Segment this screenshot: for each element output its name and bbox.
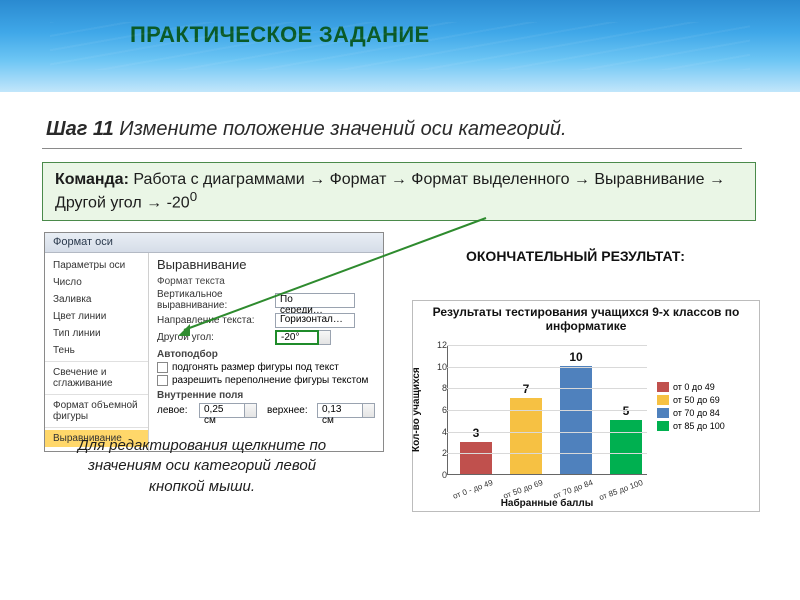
result-chart: Результаты тестирования учащихся 9-х кла… — [412, 300, 760, 512]
margins-heading: Внутренние поля — [157, 390, 375, 401]
legend-item: от 50 до 69 — [657, 395, 753, 405]
legend-swatch — [657, 382, 669, 392]
format-axis-dialog: Формат оси Параметры оси Число Заливка Ц… — [44, 232, 384, 452]
angle-label: Другой угол: — [157, 332, 275, 343]
chart-title: Результаты тестирования учащихся 9-х кла… — [419, 305, 753, 333]
angle-input[interactable]: -20° — [275, 330, 319, 345]
y-tick: 8 — [435, 383, 447, 393]
legend-item: от 0 до 49 — [657, 382, 753, 392]
legend-swatch — [657, 408, 669, 418]
sidebar-item-3d-format[interactable]: Формат объемной фигуры — [45, 397, 148, 425]
margin-top-label: верхнее: — [267, 405, 317, 416]
checkbox-fit-shape[interactable]: подгонять размер фигуры под текст — [157, 362, 375, 373]
bar — [560, 366, 592, 474]
legend-item: от 70 до 84 — [657, 408, 753, 418]
legend-label: от 50 до 69 — [673, 395, 720, 405]
margin-top-spinner[interactable] — [363, 403, 375, 418]
result-heading: ОКОНЧАТЕЛЬНЫЙ РЕЗУЛЬТАТ: — [466, 248, 685, 264]
sidebar-item-line-type[interactable]: Тип линии — [45, 325, 148, 342]
sidebar-item-line-color[interactable]: Цвет линии — [45, 308, 148, 325]
sidebar-item-glow[interactable]: Свечение и сглаживание — [45, 364, 148, 392]
legend-swatch — [657, 421, 669, 431]
legend-label: от 0 до 49 — [673, 382, 715, 392]
margin-left-input[interactable]: 0,25 см — [199, 403, 245, 418]
sidebar-item-fill[interactable]: Заливка — [45, 291, 148, 308]
divider — [42, 148, 742, 149]
hint-text: Для редактирования щелкните по значениям… — [72, 436, 332, 497]
angle-spinner[interactable] — [319, 330, 331, 345]
y-tick: 0 — [435, 470, 447, 480]
sidebar-item-shadow[interactable]: Тень — [45, 342, 148, 359]
dialog-main-panel: Выравнивание Формат текста Вертикальное … — [149, 253, 383, 451]
subsection-heading: Формат текста — [157, 276, 375, 287]
dialog-title: Формат оси — [45, 233, 383, 253]
command-label: Команда: — [55, 171, 129, 188]
direction-select[interactable]: Горизонтал… — [275, 313, 355, 328]
checkbox-overflow[interactable]: разрешить переполнение фигуры текстом — [157, 375, 375, 386]
legend-item: от 85 до 100 — [657, 421, 753, 431]
autofit-heading: Автоподбор — [157, 349, 375, 360]
bar — [610, 420, 642, 474]
y-axis-title: Кол-во учащихся — [411, 345, 427, 475]
valign-select[interactable]: По середи… — [275, 293, 355, 308]
chart-legend: от 0 до 49 от 50 до 69 от 70 до 84 от 85 до… — [657, 379, 753, 434]
sidebar-item-number[interactable]: Число — [45, 274, 148, 291]
direction-label: Направление текста: — [157, 315, 275, 326]
y-tick: 10 — [435, 362, 447, 372]
bar — [460, 442, 492, 475]
margin-left-spinner[interactable] — [245, 403, 257, 418]
legend-label: от 70 до 84 — [673, 408, 720, 418]
header-banner: ПРАКТИЧЕСКОЕ ЗАДАНИЕ — [0, 0, 800, 92]
command-degree-superscript: 0 — [190, 189, 197, 204]
y-tick: 4 — [435, 427, 447, 437]
checkbox-fit-shape-label: подгонять размер фигуры под текст — [172, 362, 339, 373]
command-box: Команда: Работа с диаграммами → Формат →… — [42, 162, 756, 221]
margin-top-input[interactable]: 0,13 см — [317, 403, 363, 418]
dialog-sidebar: Параметры оси Число Заливка Цвет линии Т… — [45, 253, 149, 451]
legend-swatch — [657, 395, 669, 405]
step-text: Измените положение значений оси категори… — [114, 118, 567, 140]
checkbox-overflow-label: разрешить переполнение фигуры текстом — [172, 375, 368, 386]
margin-left-label: левое: — [157, 405, 199, 416]
section-heading: Выравнивание — [157, 257, 375, 272]
sidebar-item-axis-options[interactable]: Параметры оси — [45, 257, 148, 274]
step-number: Шаг 11 — [46, 118, 114, 140]
y-tick: 12 — [435, 340, 447, 350]
y-tick: 6 — [435, 405, 447, 415]
y-tick: 2 — [435, 448, 447, 458]
legend-label: от 85 до 100 — [673, 421, 725, 431]
step-instruction: Шаг 11 Измените положение значений оси к… — [46, 118, 567, 141]
slide-title: ПРАКТИЧЕСКОЕ ЗАДАНИЕ — [130, 22, 429, 48]
command-text: Работа с диаграммами → Формат → Формат в… — [55, 171, 725, 211]
valign-label: Вертикальное выравнивание: — [157, 289, 275, 311]
bar-value-label: 10 — [560, 350, 592, 364]
